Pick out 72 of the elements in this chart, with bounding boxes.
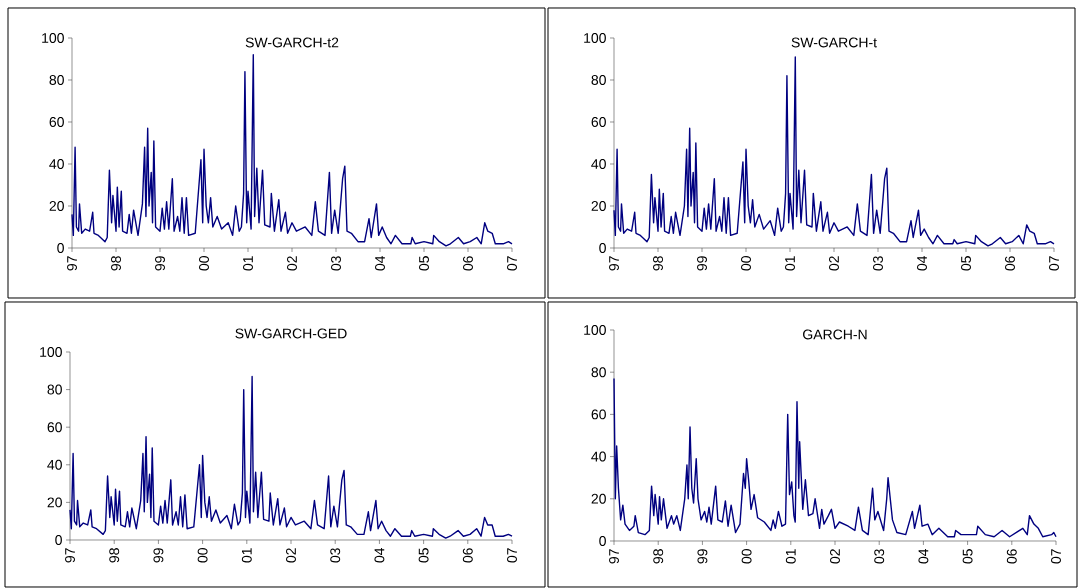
y-tick-label: 60 [591, 409, 606, 420]
x-tick-label: 05 [418, 548, 429, 563]
x-tick-label: 01 [241, 548, 252, 563]
y-tick-label: 100 [584, 33, 606, 43]
x-tick-label: 06 [463, 256, 473, 271]
x-tick-label: 01 [785, 549, 796, 564]
x-tick-label: 97 [67, 256, 77, 271]
x-tick-label: 97 [609, 549, 619, 564]
y-tick-label: 100 [42, 33, 64, 43]
y-tick-label: 60 [49, 117, 64, 127]
y-tick-label: 0 [55, 535, 62, 545]
y-tick-label: 60 [47, 422, 62, 433]
y-tick-label: 80 [591, 367, 606, 378]
x-tick-label: 04 [374, 547, 385, 563]
x-tick-label: 03 [874, 549, 885, 564]
x-tick-label: 06 [1005, 256, 1015, 271]
x-tick-label: 06 [1006, 549, 1017, 564]
x-tick-label: 07 [1051, 549, 1061, 564]
x-tick-label: 00 [199, 256, 209, 271]
y-tick-label: 20 [591, 493, 606, 504]
y-tick-label: 100 [584, 325, 606, 335]
x-tick-label: 04 [917, 255, 927, 271]
x-tick-label: 04 [918, 548, 929, 564]
x-tick-label: 05 [962, 549, 973, 564]
x-tick-label: 97 [609, 256, 619, 271]
y-tick-label: 100 [40, 347, 62, 357]
y-tick-label: 40 [591, 159, 606, 169]
x-tick-label: 02 [829, 256, 839, 271]
x-tick-label: 98 [111, 256, 121, 271]
x-tick-label: 99 [155, 256, 165, 271]
y-tick-label: 80 [49, 75, 64, 85]
y-tick-label: 0 [57, 243, 64, 253]
x-tick-label: 07 [507, 256, 517, 271]
x-tick-label: 03 [330, 548, 341, 563]
y-tick-label: 80 [591, 75, 606, 85]
x-tick-label: 04 [375, 255, 385, 271]
y-tick-label: 20 [591, 201, 606, 211]
x-tick-label: 00 [741, 256, 751, 271]
x-tick-label: 01 [243, 256, 253, 271]
y-tick-label: 60 [591, 117, 606, 127]
chart-title: SW-GARCH-t [791, 37, 877, 48]
chart-title: GARCH-N [803, 329, 867, 340]
x-tick-label: 07 [507, 548, 517, 563]
x-tick-label: 01 [785, 256, 795, 271]
x-tick-label: 06 [462, 548, 473, 563]
x-tick-label: 98 [653, 549, 664, 564]
x-tick-label: 07 [1049, 256, 1059, 271]
x-tick-label: 05 [419, 256, 429, 271]
y-tick-label: 0 [599, 243, 606, 253]
x-tick-label: 00 [197, 548, 208, 563]
x-tick-label: 02 [830, 549, 840, 564]
y-tick-label: 40 [47, 459, 62, 470]
y-tick-label: 0 [599, 536, 606, 546]
x-tick-label: 99 [153, 548, 164, 563]
y-tick-label: 20 [47, 497, 62, 508]
chart-title: SW-GARCH-t2 [245, 37, 339, 48]
x-tick-label: 98 [109, 548, 120, 563]
x-tick-label: 97 [65, 548, 75, 563]
x-tick-label: 03 [331, 256, 341, 271]
x-tick-label: 99 [697, 549, 708, 564]
x-tick-label: 00 [741, 549, 752, 564]
x-tick-label: 99 [697, 256, 707, 271]
y-tick-label: 40 [591, 451, 606, 462]
x-tick-label: 02 [286, 548, 296, 563]
x-tick-label: 03 [873, 256, 883, 271]
chart-title: SW-GARCH-GED [235, 328, 347, 339]
y-tick-label: 20 [49, 201, 64, 211]
x-tick-label: 98 [653, 256, 663, 271]
y-tick-label: 80 [47, 384, 62, 395]
x-tick-label: 05 [961, 256, 971, 271]
y-tick-label: 40 [49, 159, 64, 169]
x-tick-label: 02 [287, 256, 297, 271]
